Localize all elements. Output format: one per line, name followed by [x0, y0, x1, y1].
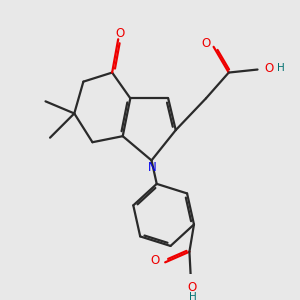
- Text: O: O: [188, 281, 197, 294]
- Text: H: H: [189, 292, 196, 300]
- Text: H: H: [277, 63, 285, 73]
- Text: O: O: [201, 37, 211, 50]
- Text: N: N: [148, 160, 157, 174]
- Text: O: O: [264, 61, 274, 74]
- Text: O: O: [150, 254, 159, 267]
- Text: O: O: [115, 27, 124, 40]
